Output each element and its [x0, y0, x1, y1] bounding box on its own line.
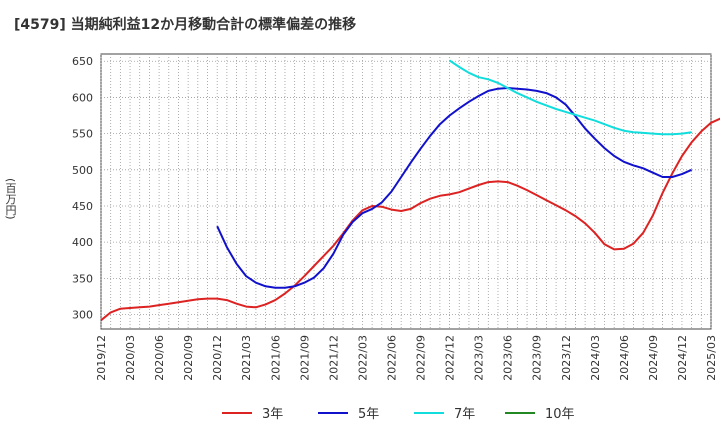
- x-tick-label: 2022/03: [356, 335, 369, 381]
- x-tick-label: 2021/12: [327, 335, 340, 381]
- x-tick-label: 2020/09: [182, 335, 195, 381]
- legend-label: 3年: [262, 407, 283, 422]
- y-axis-label: (百万円): [4, 178, 17, 220]
- series-line: [449, 59, 692, 136]
- y-axis: 300 350 400 450 500 550 600 650: [72, 55, 93, 321]
- x-tick-label: 2021/06: [269, 335, 282, 381]
- plot-area: [100, 53, 712, 330]
- y-tick-label: 350: [72, 272, 93, 285]
- x-tick-label: 2020/06: [153, 335, 166, 381]
- x-axis: 2019/12 2020/03 2020/06 2020/09 2020/12 2021/…: [95, 335, 718, 381]
- x-tick-label: 2022/06: [385, 335, 398, 381]
- legend-label: 10年: [545, 407, 575, 422]
- series-line: [216, 87, 693, 289]
- x-tick-label: 2019/12: [95, 335, 108, 381]
- x-tick-label: 2023/06: [502, 335, 515, 381]
- y-tick-label: 450: [72, 200, 93, 213]
- chart-title: [4579] 当期純利益12か月移動合計の標準偏差の推移: [14, 17, 357, 33]
- x-tick-label: 2024/03: [589, 335, 602, 381]
- x-tick-label: 2022/09: [415, 335, 428, 381]
- x-tick-label: 2024/12: [676, 335, 689, 381]
- x-tick-label: 2021/03: [240, 335, 253, 381]
- y-tick-label: 650: [72, 55, 93, 68]
- x-tick-label: 2024/09: [647, 335, 660, 381]
- x-tick-label: 2023/03: [473, 335, 486, 381]
- legend-label: 5年: [358, 407, 379, 422]
- x-tick-label: 2023/12: [560, 335, 573, 381]
- y-tick-label: 600: [72, 91, 93, 104]
- x-tick-label: 2023/09: [531, 335, 544, 381]
- legend: 3年 5年 7年 10年: [222, 407, 575, 422]
- series-lines: [100, 59, 720, 322]
- x-tick-label: 2021/09: [298, 335, 311, 381]
- x-tick-label: 2024/06: [618, 335, 631, 381]
- series-line: [100, 117, 720, 322]
- x-tick-label: 2022/12: [444, 335, 457, 381]
- y-tick-label: 300: [72, 309, 93, 322]
- x-tick-label: 2025/03: [705, 335, 718, 381]
- y-tick-label: 550: [72, 128, 93, 141]
- y-tick-label: 500: [72, 164, 93, 177]
- x-tick-label: 2020/12: [211, 335, 224, 381]
- legend-label: 7年: [454, 407, 475, 422]
- y-tick-label: 400: [72, 236, 93, 249]
- x-tick-label: 2020/03: [124, 335, 137, 381]
- grid: [100, 54, 712, 329]
